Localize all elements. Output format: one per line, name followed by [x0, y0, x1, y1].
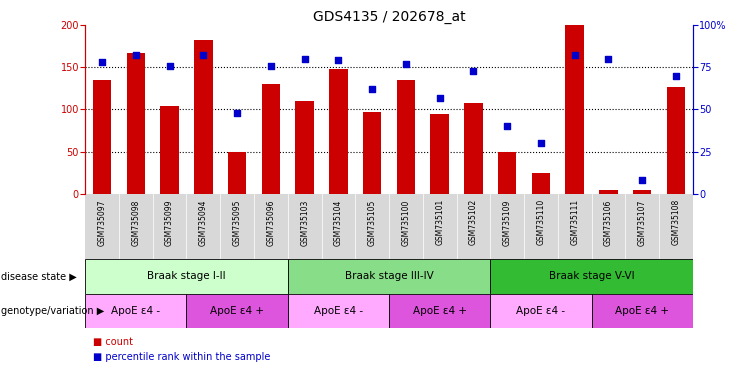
Point: [299, 56, 310, 62]
Bar: [599, 190, 618, 194]
Text: ApoE ε4 +: ApoE ε4 +: [413, 306, 467, 316]
Text: GSM735101: GSM735101: [435, 199, 444, 245]
Bar: [363, 112, 382, 194]
Text: ApoE ε4 -: ApoE ε4 -: [516, 306, 565, 316]
Bar: [262, 84, 280, 194]
Text: GSM735094: GSM735094: [199, 199, 208, 246]
Text: GSM735104: GSM735104: [334, 199, 343, 245]
Point: [535, 140, 547, 146]
Point: [96, 59, 108, 65]
Point: [333, 57, 345, 63]
Bar: [194, 40, 213, 194]
Text: ApoE ε4 +: ApoE ε4 +: [615, 306, 669, 316]
Text: GSM735100: GSM735100: [402, 199, 411, 245]
Text: GSM735097: GSM735097: [98, 199, 107, 246]
Text: ApoE ε4 +: ApoE ε4 +: [210, 306, 264, 316]
Point: [130, 52, 142, 58]
Text: GSM735095: GSM735095: [233, 199, 242, 246]
Bar: [667, 87, 685, 194]
Bar: [227, 152, 247, 194]
Text: GSM735102: GSM735102: [469, 199, 478, 245]
Point: [670, 73, 682, 79]
Text: ApoE ε4 -: ApoE ε4 -: [111, 306, 160, 316]
Bar: [491, 294, 591, 328]
Bar: [288, 259, 491, 294]
Bar: [431, 114, 449, 194]
Bar: [491, 259, 693, 294]
Point: [569, 52, 581, 58]
Point: [637, 177, 648, 184]
Bar: [329, 69, 348, 194]
Bar: [85, 259, 288, 294]
Text: Braak stage V-VI: Braak stage V-VI: [549, 271, 634, 281]
Bar: [396, 80, 415, 194]
Bar: [531, 173, 551, 194]
Bar: [591, 294, 693, 328]
Text: GSM735110: GSM735110: [536, 199, 545, 245]
Text: Braak stage I-II: Braak stage I-II: [147, 271, 226, 281]
Point: [468, 68, 479, 74]
Bar: [633, 190, 651, 194]
Title: GDS4135 / 202678_at: GDS4135 / 202678_at: [313, 10, 465, 24]
Bar: [127, 53, 145, 194]
Text: GSM735106: GSM735106: [604, 199, 613, 245]
Bar: [160, 106, 179, 194]
Text: GSM735108: GSM735108: [671, 199, 680, 245]
Point: [164, 63, 176, 69]
Text: GSM735103: GSM735103: [300, 199, 309, 245]
Bar: [464, 103, 482, 194]
Text: GSM735105: GSM735105: [368, 199, 376, 245]
Bar: [93, 80, 111, 194]
Text: GSM735107: GSM735107: [638, 199, 647, 245]
Text: GSM735109: GSM735109: [502, 199, 512, 245]
Text: genotype/variation ▶: genotype/variation ▶: [1, 306, 104, 316]
Point: [602, 56, 614, 62]
Bar: [85, 294, 187, 328]
Text: GSM735098: GSM735098: [131, 199, 140, 245]
Point: [433, 94, 445, 101]
Text: GSM735111: GSM735111: [570, 199, 579, 245]
Point: [501, 123, 513, 129]
Text: GSM735099: GSM735099: [165, 199, 174, 246]
Text: ■ percentile rank within the sample: ■ percentile rank within the sample: [93, 352, 270, 362]
Point: [231, 110, 243, 116]
Text: ■ count: ■ count: [93, 337, 133, 347]
Point: [366, 86, 378, 92]
Bar: [187, 294, 288, 328]
Point: [265, 63, 277, 69]
Bar: [296, 101, 314, 194]
Bar: [288, 294, 389, 328]
Text: disease state ▶: disease state ▶: [1, 271, 76, 281]
Text: Braak stage III-IV: Braak stage III-IV: [345, 271, 433, 281]
Bar: [389, 294, 491, 328]
Point: [197, 52, 209, 58]
Point: [400, 61, 412, 67]
Text: GSM735096: GSM735096: [266, 199, 276, 246]
Bar: [565, 25, 584, 194]
Text: ApoE ε4 -: ApoE ε4 -: [314, 306, 363, 316]
Bar: [498, 152, 516, 194]
